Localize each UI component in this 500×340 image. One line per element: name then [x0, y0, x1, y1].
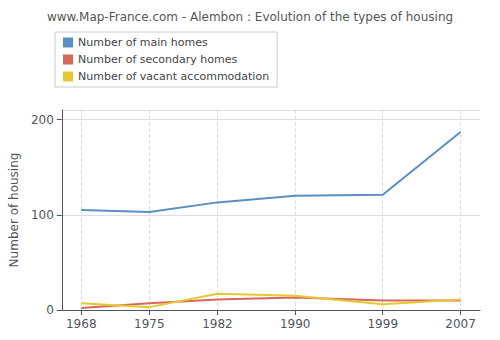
svg-text:Number of vacant accommodation: Number of vacant accommodation: [78, 70, 269, 83]
svg-text:2007: 2007: [445, 317, 476, 331]
svg-text:1975: 1975: [134, 317, 165, 331]
svg-text:Number of housing: Number of housing: [7, 153, 21, 268]
svg-text:1982: 1982: [202, 317, 233, 331]
svg-text:1999: 1999: [367, 317, 398, 331]
svg-text:www.Map-France.com - Alembon :: www.Map-France.com - Alembon : Evolution…: [47, 10, 453, 24]
svg-text:1990: 1990: [280, 317, 311, 331]
svg-text:Number of main homes: Number of main homes: [78, 36, 208, 49]
svg-text:200: 200: [31, 113, 54, 127]
svg-text:Number of secondary homes: Number of secondary homes: [78, 53, 237, 66]
svg-text:0: 0: [46, 303, 54, 317]
svg-text:1968: 1968: [66, 317, 97, 331]
svg-text:100: 100: [31, 208, 54, 222]
